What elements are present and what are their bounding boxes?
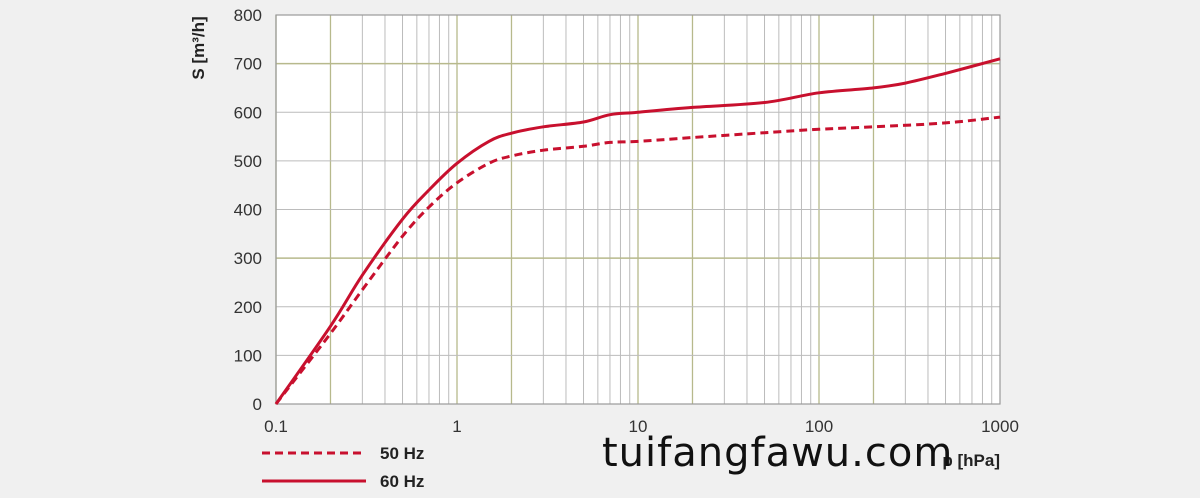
x-tick-labels: 0.1 1 10 100 1000 [264, 417, 1019, 436]
x-tick-label: 100 [805, 417, 833, 436]
y-tick-label: 100 [234, 346, 262, 365]
y-tick-label: 400 [234, 201, 262, 220]
x-tick-label: 0.1 [264, 417, 288, 436]
series-line-60-hz [274, 57, 1001, 405]
plot-frame [275, 14, 1001, 405]
y-tick-label: 200 [234, 298, 262, 317]
y-tick-label: 500 [234, 152, 262, 171]
y-tick-label: 700 [234, 55, 262, 74]
y-tick-label: 300 [234, 249, 262, 268]
legend-label: 50 Hz [380, 444, 424, 463]
x-tick-label: 10 [629, 417, 648, 436]
watermark: tuifangfawu.com [602, 430, 954, 476]
y-tick-label: 0 [253, 395, 262, 414]
y-axis-label: S [m³/h] [189, 16, 208, 79]
x-tick-label: 1000 [981, 417, 1019, 436]
grid [275, 14, 1000, 405]
series-lines [274, 57, 1001, 405]
legend-label: 60 Hz [380, 472, 424, 491]
y-tick-labels: 0 100 200 300 400 500 600 700 800 [234, 6, 262, 414]
x-axis-label: p [hPa] [942, 451, 1000, 470]
y-tick-label: 800 [234, 6, 262, 25]
legend: 50 Hz 60 Hz [262, 444, 424, 491]
y-tick-label: 600 [234, 103, 262, 122]
x-tick-label: 1 [452, 417, 461, 436]
